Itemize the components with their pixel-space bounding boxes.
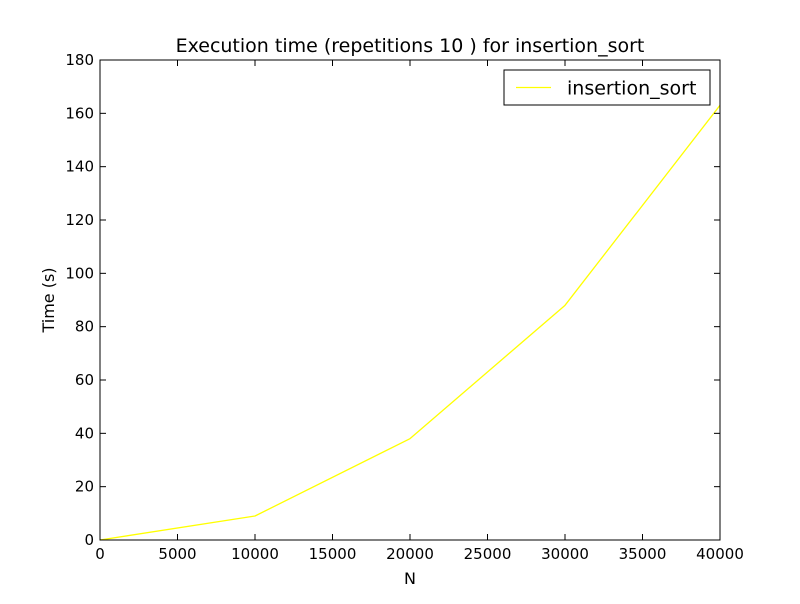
y-tick-label: 100 — [65, 264, 94, 282]
y-axis-label: Time (s) — [39, 267, 58, 333]
series-layer — [99, 104, 721, 541]
x-tick-label: 35000 — [619, 545, 667, 563]
x-tick-label: 40000 — [696, 545, 744, 563]
x-axis-label: N — [404, 569, 416, 588]
axes-border — [99, 59, 721, 541]
series-line-insertion_sort — [99, 104, 721, 541]
plot-area — [100, 60, 720, 540]
x-tick-label: 5000 — [158, 545, 196, 563]
y-tick-label: 120 — [65, 211, 94, 229]
legend: insertion_sort — [503, 69, 711, 106]
y-tick-label: 20 — [75, 478, 94, 496]
x-tick-label: 25000 — [464, 545, 512, 563]
x-tick-label: 0 — [95, 545, 105, 563]
plot-background — [100, 60, 720, 540]
x-tick-label: 10000 — [231, 545, 279, 563]
x-tick-label: 30000 — [541, 545, 589, 563]
legend-label: insertion_sort — [567, 78, 696, 100]
y-tick-label: 60 — [75, 371, 94, 389]
x-tick-label: 15000 — [309, 545, 357, 563]
x-tick-label: 20000 — [386, 545, 434, 563]
ticks-layer: 0 5000 10000 15000 20000 25000 30000 35000 40000… — [65, 51, 744, 563]
y-tick-label: 180 — [65, 51, 94, 69]
axes-frame — [99, 59, 721, 541]
y-tick-label: 80 — [75, 318, 94, 336]
y-tick-label: 40 — [75, 424, 94, 442]
y-tick-label: 0 — [84, 531, 94, 549]
y-tick-label: 140 — [65, 158, 94, 176]
y-tick-label: 160 — [65, 104, 94, 122]
chart-title: Execution time (repetitions 10 ) for ins… — [176, 35, 645, 57]
